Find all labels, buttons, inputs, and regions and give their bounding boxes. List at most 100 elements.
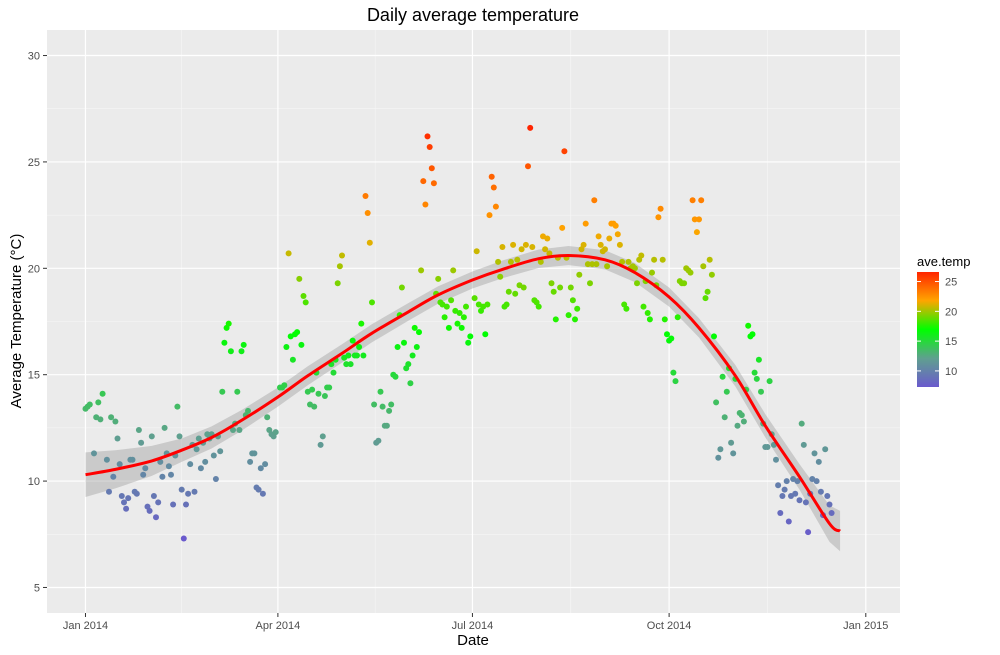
y-tick-label: 30 (28, 51, 40, 63)
data-point (245, 407, 251, 414)
data-point (140, 471, 147, 478)
data-point (225, 320, 232, 327)
data-point (178, 486, 185, 493)
data-point (664, 331, 670, 338)
data-point (108, 414, 115, 421)
legend-tick-label: 25 (945, 277, 957, 289)
data-point (159, 473, 166, 480)
data-point (559, 224, 566, 231)
data-point (317, 441, 324, 448)
legend: ave.temp 10 15 20 25 (917, 254, 970, 387)
data-point (638, 252, 645, 259)
data-point (217, 448, 224, 455)
data-point (704, 288, 711, 295)
data-point (456, 310, 463, 316)
data-point (728, 439, 735, 446)
x-tick-label: Jan 2014 (63, 620, 108, 632)
data-point (520, 284, 527, 291)
data-point (264, 414, 271, 421)
data-point (503, 301, 510, 308)
data-point (443, 303, 450, 310)
data-point (210, 452, 217, 459)
data-point (116, 461, 123, 468)
data-point (646, 316, 653, 323)
data-point (492, 203, 499, 210)
data-point (721, 414, 728, 421)
data-point (702, 295, 709, 302)
legend-tick-label: 15 (945, 336, 957, 348)
data-point (811, 450, 818, 457)
data-point (409, 352, 416, 359)
data-point (544, 235, 551, 242)
x-axis-title: Date (457, 632, 489, 649)
smooth-trend-line (85, 253, 842, 533)
data-point (734, 422, 741, 429)
data-point (826, 501, 833, 508)
data-point (336, 263, 343, 270)
data-point (326, 384, 333, 391)
data-point (781, 486, 788, 493)
data-point (687, 269, 694, 276)
data-point (574, 305, 581, 312)
data-point (604, 263, 611, 270)
data-point (631, 265, 638, 272)
data-point (612, 222, 619, 229)
data-point (529, 244, 536, 250)
data-point (426, 144, 433, 150)
data-point (640, 303, 647, 310)
data-point (99, 390, 106, 397)
data-point (766, 378, 773, 385)
data-point (580, 241, 587, 248)
data-point (418, 267, 425, 274)
data-point (706, 256, 713, 263)
data-point (764, 444, 771, 450)
data-point (672, 378, 679, 385)
data-point (783, 478, 790, 485)
data-point (693, 229, 700, 236)
data-point (655, 214, 662, 221)
data-point (413, 344, 420, 350)
data-point (283, 344, 290, 350)
data-point (112, 418, 119, 425)
data-point (567, 284, 574, 291)
y-axis-title: Average Temperature (°C) (8, 234, 25, 409)
x-tick-label: Jul 2014 (452, 620, 494, 632)
data-point (103, 456, 110, 463)
data-point (285, 250, 292, 257)
data-point (221, 339, 228, 346)
data-point (212, 476, 219, 482)
data-point (298, 341, 305, 348)
data-point (454, 320, 461, 327)
legend-tick-label: 10 (945, 366, 957, 378)
data-point (458, 324, 465, 331)
data-point (379, 403, 386, 410)
data-point (661, 316, 668, 323)
data-point (550, 288, 557, 295)
data-point (777, 510, 784, 516)
data-point (334, 280, 341, 287)
data-point (272, 429, 279, 436)
data-point (495, 258, 502, 265)
data-point (281, 382, 288, 389)
data-point (394, 344, 401, 350)
x-tick-label: Apr 2014 (256, 620, 301, 632)
data-point (657, 205, 664, 212)
data-point (584, 261, 591, 268)
data-point (527, 124, 534, 131)
data-point (602, 246, 608, 253)
data-point (168, 471, 174, 478)
data-point (356, 344, 363, 350)
data-point (386, 407, 393, 414)
data-point (587, 280, 593, 287)
data-point (593, 261, 600, 268)
data-point (321, 393, 328, 399)
data-point (230, 427, 236, 433)
data-point (738, 412, 745, 419)
chart-title: Daily average temperature (367, 5, 579, 25)
data-point (311, 403, 318, 410)
data-point (792, 490, 799, 497)
data-point (510, 241, 517, 248)
data-point (595, 233, 602, 240)
data-point (798, 420, 805, 427)
data-point (238, 348, 245, 355)
